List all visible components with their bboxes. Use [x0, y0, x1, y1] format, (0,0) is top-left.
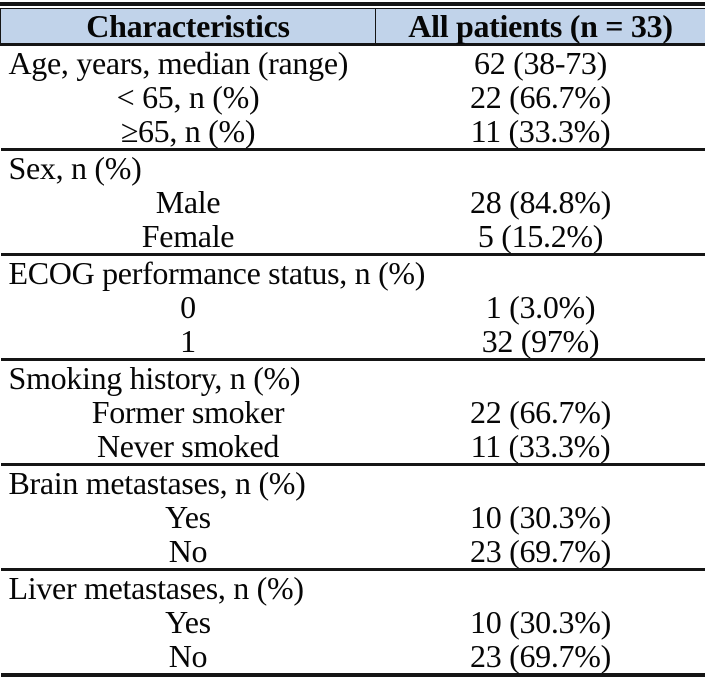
table-row: Female 5 (15.2%): [1, 219, 705, 255]
header-characteristics: Characteristics: [0, 8, 376, 46]
row-value: [376, 360, 705, 396]
row-label: ECOG performance status, n (%): [8, 255, 426, 291]
table-row: < 65, n (%) 22 (66.7%): [1, 80, 705, 114]
table-row: 1 32 (97%): [1, 324, 705, 360]
section-liver-metastases: Liver metastases, n (%) Yes 10 (30.3%) N…: [0, 570, 705, 675]
patient-characteristics-table: Characteristics All patients (n = 33) Ag…: [0, 8, 705, 677]
row-label: 0: [180, 289, 196, 325]
row-value: 11 (33.3%): [470, 113, 611, 149]
section-sex: Sex, n (%) Male 28 (84.8%) Female 5 (15.…: [0, 150, 705, 255]
row-label: Male: [155, 184, 221, 220]
table-header: Characteristics All patients (n = 33): [0, 8, 705, 46]
row-value: 28 (84.8%): [470, 184, 611, 220]
table-row: Sex, n (%): [1, 150, 705, 186]
row-label: Former smoker: [91, 394, 285, 430]
row-label: Female: [141, 218, 235, 254]
row-label: 1: [180, 323, 196, 359]
table-row: Brain metastases, n (%): [1, 465, 705, 501]
row-value: [376, 465, 705, 501]
table-row: Yes 10 (30.3%): [1, 500, 705, 534]
table-row: Former smoker 22 (66.7%): [1, 395, 705, 429]
row-value: 22 (66.7%): [470, 79, 611, 115]
row-label: No: [168, 638, 208, 674]
section-smoking: Smoking history, n (%) Former smoker 22 …: [0, 360, 705, 465]
row-value: 32 (97%): [481, 323, 600, 359]
table-row: Age, years, median (range) 62 (38-73): [1, 45, 705, 81]
table-row: 0 1 (3.0%): [1, 290, 705, 324]
row-label: Yes: [165, 499, 211, 535]
row-value: 5 (15.2%): [477, 218, 604, 254]
row-label: < 65, n (%): [116, 79, 260, 115]
section-brain-metastases: Brain metastases, n (%) Yes 10 (30.3%) N…: [0, 465, 705, 570]
row-label: Smoking history, n (%): [8, 360, 301, 396]
section-age: Age, years, median (range) 62 (38-73) < …: [0, 45, 705, 150]
row-value: 22 (66.7%): [470, 394, 611, 430]
section-ecog: ECOG performance status, n (%) 0 1 (3.0%…: [0, 255, 705, 360]
row-label: Liver metastases, n (%): [8, 570, 305, 606]
row-value: [376, 570, 705, 606]
table-row: ≥65, n (%) 11 (33.3%): [1, 114, 705, 150]
row-value: 10 (30.3%): [470, 499, 611, 535]
row-label: ≥65, n (%): [120, 113, 256, 149]
row-label: Brain metastases, n (%): [8, 465, 306, 501]
table-row: No 23 (69.7%): [1, 639, 705, 675]
table-row: Smoking history, n (%): [1, 360, 705, 396]
row-label: Yes: [165, 604, 211, 640]
table-header-row: Characteristics All patients (n = 33): [0, 8, 705, 46]
row-label: Age, years, median (range): [8, 45, 349, 81]
row-value: 1 (3.0%): [485, 289, 596, 325]
row-value: 23 (69.7%): [470, 638, 611, 674]
table-row: ECOG performance status, n (%): [1, 255, 705, 291]
row-value: 11 (33.3%): [470, 428, 611, 464]
row-value: 23 (69.7%): [470, 533, 611, 569]
table-row: Liver metastases, n (%): [1, 570, 705, 606]
page: Characteristics All patients (n = 33) Ag…: [0, 2, 705, 677]
table-row: Never smoked 11 (33.3%): [1, 429, 705, 465]
row-label: Sex, n (%): [8, 150, 142, 186]
row-label: Never smoked: [96, 428, 280, 464]
row-value: 62 (38-73): [474, 45, 607, 81]
header-all-patients: All patients (n = 33): [375, 8, 705, 46]
table-row: Male 28 (84.8%): [1, 185, 705, 219]
table-top-rule: [0, 2, 705, 6]
row-value: 10 (30.3%): [470, 604, 611, 640]
table-row: No 23 (69.7%): [1, 534, 705, 570]
row-label: No: [168, 533, 208, 569]
row-value: [376, 150, 705, 186]
table-row: Yes 10 (30.3%): [1, 605, 705, 639]
